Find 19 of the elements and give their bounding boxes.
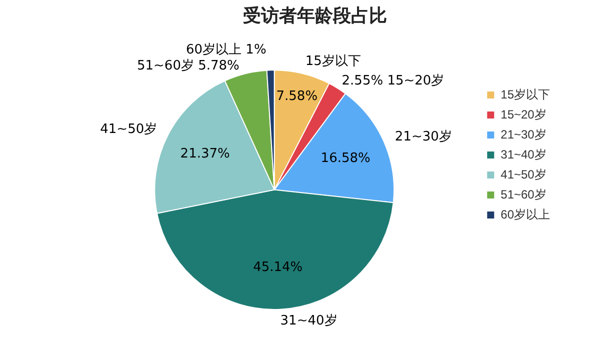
category-label: 51~60岁 5.78% bbox=[137, 58, 240, 74]
slice-label: 21~30岁 bbox=[394, 129, 452, 144]
legend-label: 60岁以上 bbox=[500, 207, 550, 222]
legend-label: 51~60岁 bbox=[500, 187, 546, 202]
data-label: 21.37% bbox=[180, 146, 230, 162]
slice-label: 15岁以下 bbox=[305, 54, 361, 70]
data-label: 16.58% bbox=[320, 150, 370, 166]
legend-label: 31~40岁 bbox=[500, 147, 546, 162]
chart-title: 受访者年龄段占比 bbox=[243, 5, 387, 26]
data-label: 45.14% bbox=[253, 260, 303, 275]
slice-label: 31~40岁 bbox=[280, 314, 338, 329]
legend-label: 41~50岁 bbox=[500, 167, 546, 182]
slice-label: 41~50岁 bbox=[100, 122, 158, 138]
data-label: 7.58% bbox=[276, 89, 318, 104]
category-label: 60岁以上 1% bbox=[186, 42, 266, 58]
text: 2.55% 15~20岁 bbox=[342, 74, 444, 89]
legend-label: 21~30岁 bbox=[500, 127, 546, 142]
legend-label: 15岁以下 bbox=[500, 87, 550, 102]
legend-label: 15~20岁 bbox=[500, 107, 546, 122]
